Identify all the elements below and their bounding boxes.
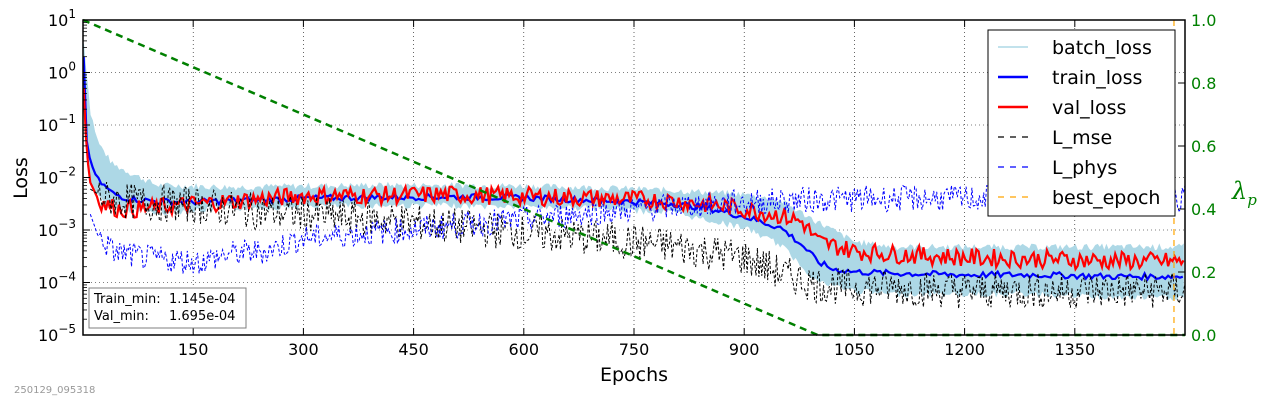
y-tick-label-5: 100: [48, 60, 76, 83]
legend-label-4: L_phys: [1052, 157, 1117, 179]
x-ticks: 150 300 450 600 750 900 1050 1200 1350: [178, 20, 1095, 359]
x-tick-label-6: 1050: [834, 340, 875, 359]
y-tick-label-6: 101: [48, 7, 76, 30]
y-ticks: 10−5 10−4 10−3 10−2 10−1 100 101: [38, 7, 90, 345]
legend-label-1: train_loss: [1052, 67, 1142, 89]
x-tick-label-2: 450: [398, 340, 429, 359]
train-min-value: 1.145e-04: [169, 292, 235, 307]
y-tick-label-4: 10−1: [38, 112, 76, 135]
series-line-val-loss: [82, 88, 1185, 272]
x-tick-label-4: 750: [619, 340, 650, 359]
y-tick-label-1: 10−4: [38, 270, 76, 293]
y2-ticks: 0.0 0.2 0.4 0.6 0.8 1.0: [1178, 11, 1216, 345]
y2-axis-label-sub: p: [1247, 191, 1257, 209]
y2-tick-label-1: 0.2: [1191, 263, 1216, 282]
legend: batch_loss train_loss val_loss L_mse L_physb…: [987, 29, 1176, 217]
x-tick-label-7: 1200: [944, 340, 985, 359]
y-tick-label-2: 10−3: [38, 217, 76, 240]
legend-box: [987, 29, 1176, 217]
x-tick-label-0: 150: [178, 340, 209, 359]
y2-tick-label-3: 0.6: [1191, 137, 1216, 156]
legend-label-5: best_epoch: [1052, 187, 1160, 209]
y2-tick-label-4: 0.8: [1191, 74, 1216, 93]
y-tick-label-0: 10−5: [38, 322, 76, 345]
stats-box: Train_min: 1.145e-04 Val_min: 1.695e-04: [88, 287, 247, 329]
y-tick-label-3: 10−2: [38, 165, 76, 188]
x-tick-label-1: 300: [288, 340, 319, 359]
val-min-value: 1.695e-04: [169, 309, 235, 324]
val-min-label: Val_min:: [94, 309, 149, 324]
train-min-label: Train_min:: [93, 292, 161, 307]
x-axis-label: Epochs: [600, 364, 668, 386]
x-tick-label-5: 900: [729, 340, 760, 359]
y2-tick-label-0: 0.0: [1191, 326, 1216, 345]
legend-label-3: L_mse: [1052, 127, 1112, 149]
x-tick-label-3: 600: [509, 340, 540, 359]
legend-label-0: batch_loss: [1052, 37, 1152, 59]
x-tick-label-8: 1350: [1054, 340, 1095, 359]
y2-tick-label-2: 0.4: [1191, 200, 1216, 219]
legend-label-2: val_loss: [1052, 97, 1126, 119]
y2-axis-label-main: λ: [1231, 177, 1247, 205]
y-axis-label: Loss: [10, 157, 32, 199]
timestamp: 250129_095318: [14, 385, 95, 396]
y2-tick-label-5: 1.0: [1191, 11, 1216, 30]
y2-axis-label: λp: [1231, 177, 1257, 209]
